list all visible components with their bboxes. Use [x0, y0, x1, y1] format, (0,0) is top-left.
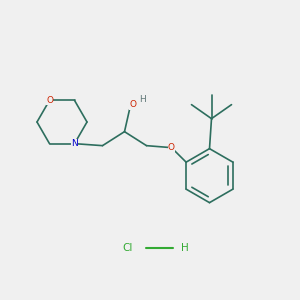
- Text: N: N: [71, 139, 78, 148]
- Text: Cl: Cl: [123, 243, 133, 253]
- Text: O: O: [46, 96, 53, 105]
- Text: H: H: [181, 243, 189, 253]
- Text: H: H: [139, 95, 146, 104]
- Text: O: O: [168, 143, 175, 152]
- Text: O: O: [129, 100, 136, 109]
